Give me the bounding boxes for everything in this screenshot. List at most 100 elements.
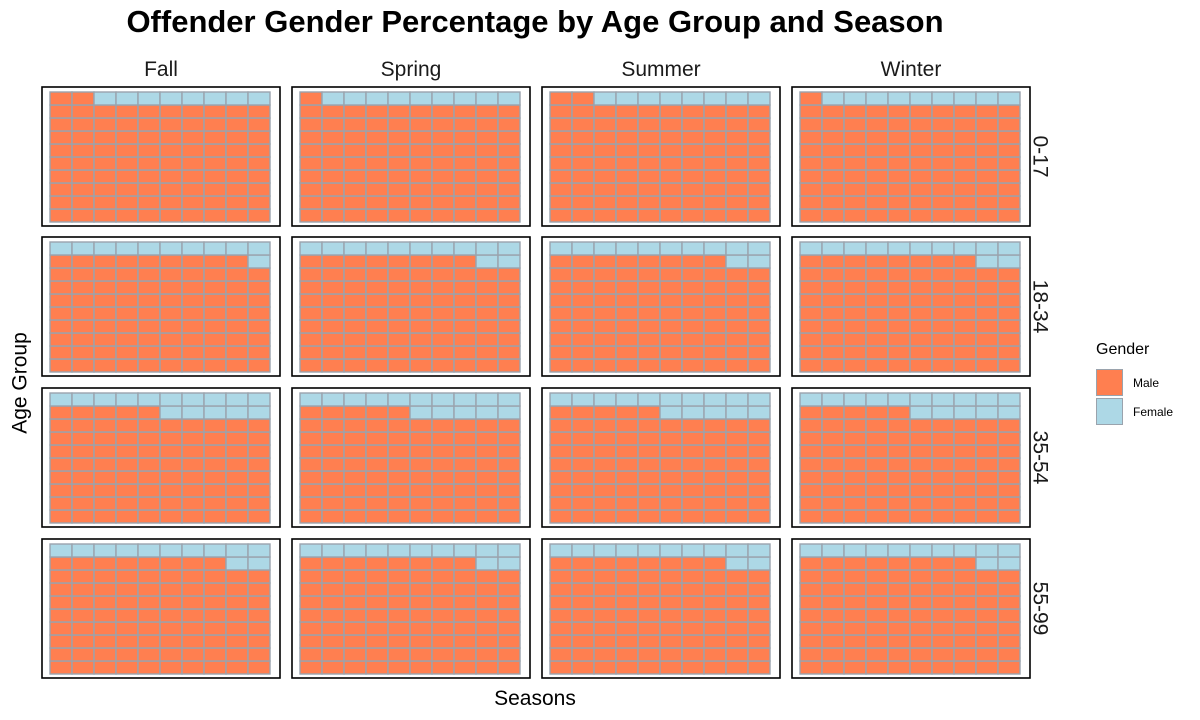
waffle-cell-male (343, 418, 367, 433)
waffle-cell-male (799, 345, 823, 360)
waffle-cell-male (821, 457, 845, 472)
waffle-cell-male (975, 143, 999, 158)
waffle-cell-male (549, 293, 573, 308)
waffle-cell-female (799, 543, 823, 558)
waffle-cell-male (49, 634, 73, 649)
waffle-cell-male (615, 569, 639, 584)
waffle-cell-male (247, 509, 271, 524)
waffle-cell-male (475, 195, 499, 210)
waffle-cell-male (321, 254, 345, 269)
waffle-cell-male (497, 182, 521, 197)
waffle-cell-female (865, 392, 889, 407)
waffle-cell-male (931, 332, 955, 347)
waffle-cell-male (181, 457, 205, 472)
waffle-cell-male (497, 431, 521, 446)
waffle-cell-male (571, 130, 595, 145)
waffle-cell-male (225, 306, 249, 321)
waffle-cell-male (115, 143, 139, 158)
waffle-cell-male (321, 556, 345, 571)
waffle-cell-male (225, 293, 249, 308)
waffle-cell-male (703, 660, 727, 675)
waffle-cell-male (409, 431, 433, 446)
waffle-cell-male (93, 104, 117, 119)
waffle-cell-male (475, 130, 499, 145)
waffle-cell-male (615, 509, 639, 524)
waffle-cell-male (475, 117, 499, 132)
waffle-cell-male (247, 332, 271, 347)
waffle-cell-male (181, 319, 205, 334)
waffle-cell-male (115, 621, 139, 636)
waffle-cell-male (747, 280, 771, 295)
waffle-cell-male (475, 156, 499, 171)
waffle-cell-male (659, 483, 683, 498)
waffle-cell-male (975, 306, 999, 321)
waffle-cell-male (659, 582, 683, 597)
waffle-cell-male (887, 470, 911, 485)
waffle-cell-male (703, 470, 727, 485)
waffle-cell-male (453, 345, 477, 360)
waffle-cell-male (365, 470, 389, 485)
waffle-cell-male (203, 195, 227, 210)
waffle-cell-male (887, 208, 911, 223)
waffle-cell-female (137, 91, 161, 106)
waffle-cell-male (865, 332, 889, 347)
waffle-cell-male (659, 608, 683, 623)
waffle-cell-male (997, 496, 1021, 511)
waffle-cell-male (93, 195, 117, 210)
waffle-cell-female (247, 392, 271, 407)
waffle-cell-male (659, 634, 683, 649)
waffle-cell-male (747, 647, 771, 662)
waffle-cell-male (343, 582, 367, 597)
waffle-cell-male (181, 104, 205, 119)
waffle-cell-male (453, 582, 477, 597)
waffle-cell-male (247, 496, 271, 511)
waffle-cell-male (203, 345, 227, 360)
waffle-cell-male (409, 608, 433, 623)
waffle-cell-male (475, 332, 499, 347)
waffle-cell-male (387, 143, 411, 158)
waffle-cell-male (549, 332, 573, 347)
waffle-cell-male (843, 496, 867, 511)
waffle-cell-female (843, 392, 867, 407)
waffle-cell-male (365, 254, 389, 269)
waffle-cell-male (909, 608, 933, 623)
waffle-cell-male (953, 306, 977, 321)
waffle-cell-male (475, 470, 499, 485)
waffle-cell-male (799, 91, 823, 106)
waffle-cell-male (681, 556, 705, 571)
waffle-cell-male (549, 104, 573, 119)
waffle-cell-male (409, 319, 433, 334)
waffle-cell-male (549, 457, 573, 472)
waffle-cell-male (475, 496, 499, 511)
waffle-cell-male (71, 569, 95, 584)
waffle-cell-male (593, 582, 617, 597)
waffle-cell-male (887, 254, 911, 269)
waffle-cell-male (159, 182, 183, 197)
waffle-cell-male (299, 319, 323, 334)
waffle-cell-female (615, 91, 639, 106)
waffle-cell-male (203, 431, 227, 446)
waffle-cell-male (453, 267, 477, 282)
waffle-cell-female (681, 392, 705, 407)
waffle-cell-male (203, 293, 227, 308)
waffle-cell-male (571, 418, 595, 433)
waffle-cell-male (799, 418, 823, 433)
waffle-cell-male (549, 208, 573, 223)
waffle-cell-male (409, 496, 433, 511)
waffle-cell-male (93, 431, 117, 446)
waffle-cell-male (299, 332, 323, 347)
waffle-cell-male (497, 332, 521, 347)
waffle-cell-male (453, 306, 477, 321)
waffle-cell-male (431, 608, 455, 623)
waffle-cell-male (549, 608, 573, 623)
waffle-cell-male (409, 444, 433, 459)
waffle-cell-male (821, 595, 845, 610)
waffle-cell-male (997, 143, 1021, 158)
waffle-cell-male (549, 431, 573, 446)
waffle-cell-male (615, 431, 639, 446)
waffle-cell-male (225, 660, 249, 675)
waffle-cell-male (181, 130, 205, 145)
waffle-cell-male (497, 319, 521, 334)
waffle-cell-male (475, 358, 499, 373)
